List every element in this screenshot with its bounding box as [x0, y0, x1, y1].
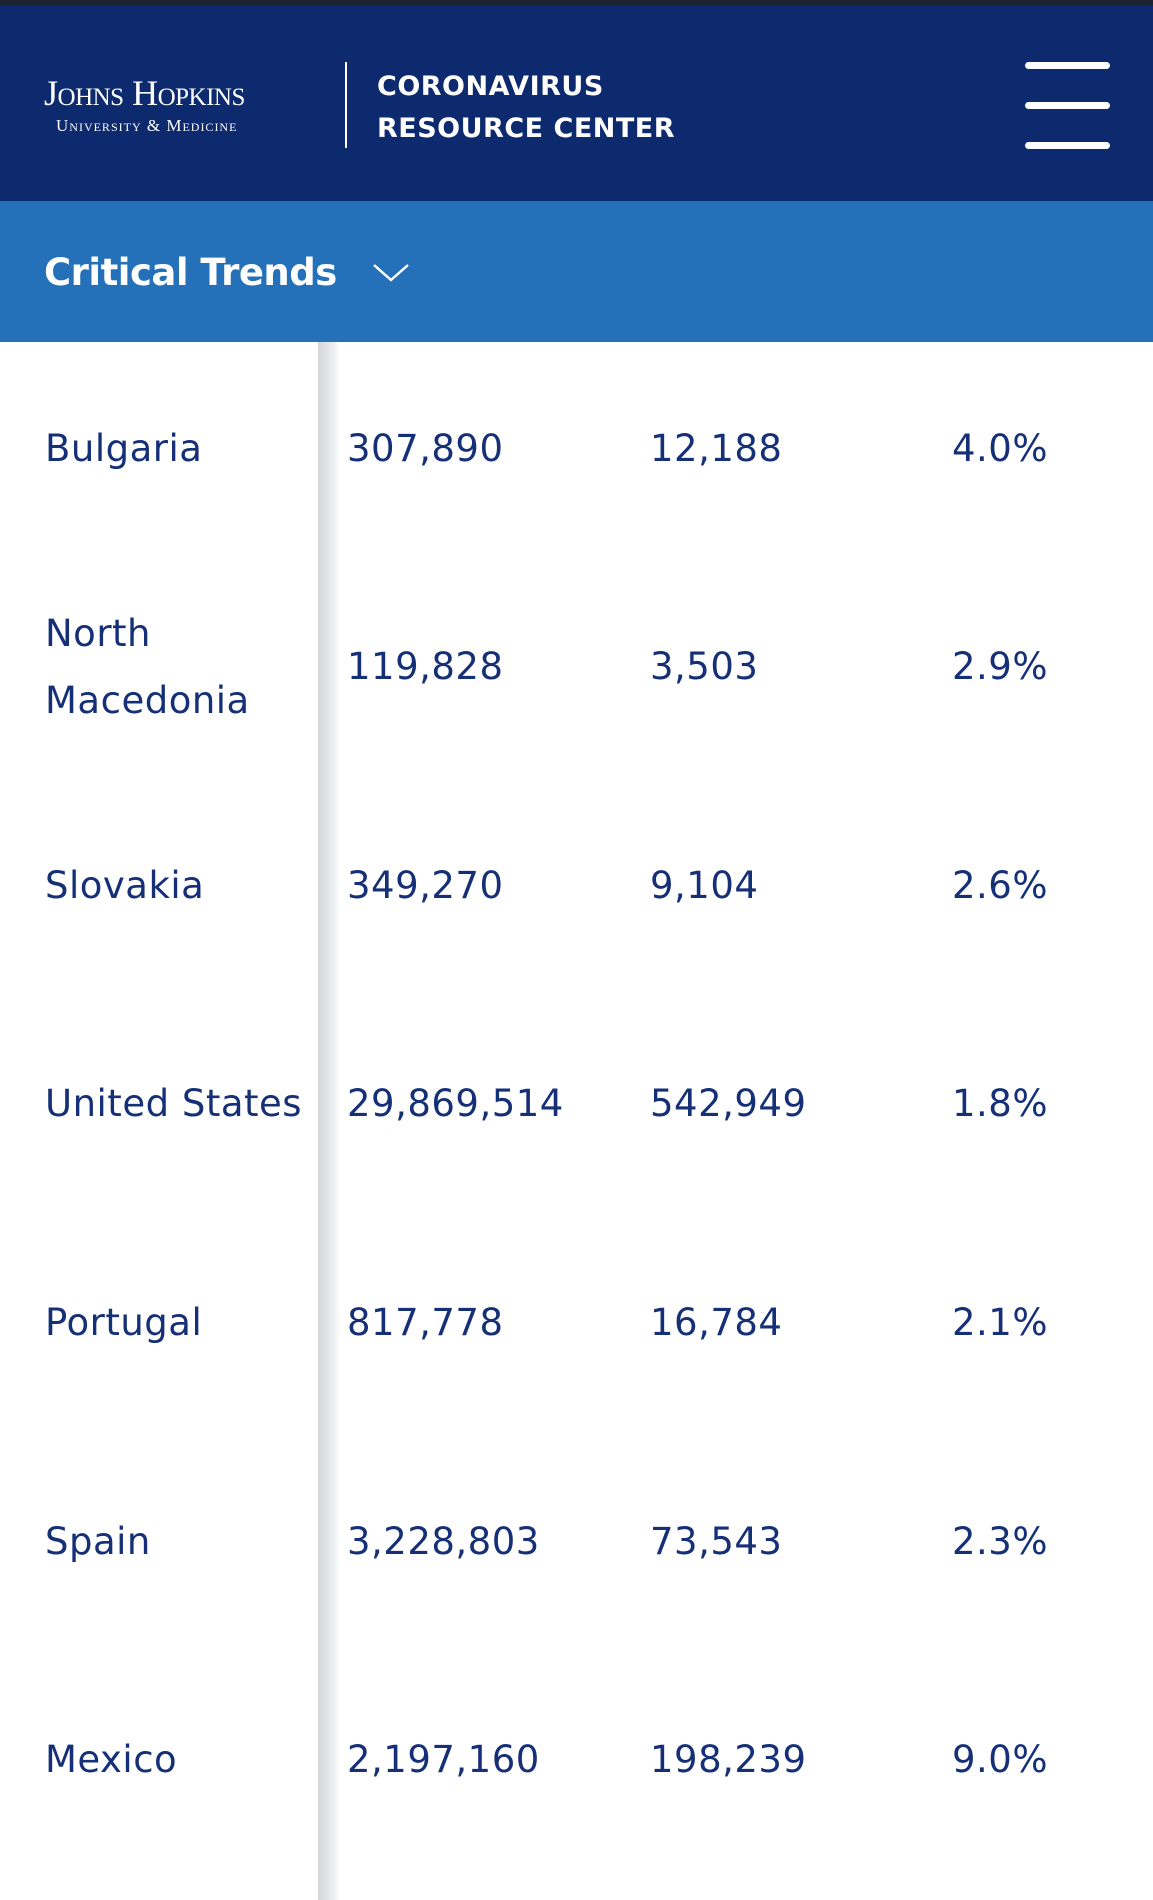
table-row: Portugal 817,778 16,784 2.1%	[0, 1213, 1153, 1431]
deaths: 3,503	[650, 645, 759, 689]
column-shadow	[318, 342, 340, 1900]
table-row: North Macedonia 119,828 3,503 2.9%	[0, 558, 1153, 776]
deaths: 9,104	[650, 863, 759, 907]
section-dropdown[interactable]: Critical Trends	[44, 245, 411, 299]
section-label: Critical Trends	[44, 250, 337, 294]
fatality-rate: 2.1%	[952, 1300, 1048, 1344]
deaths: 16,784	[650, 1300, 783, 1344]
table-row: Spain 3,228,803 73,543 2.3%	[0, 1432, 1153, 1650]
cases: 307,890	[347, 426, 504, 470]
fatality-rate: 2.6%	[952, 863, 1048, 907]
section-nav: Critical Trends	[0, 201, 1153, 342]
fatality-rate: 2.3%	[952, 1519, 1048, 1563]
country: Mexico	[45, 1738, 178, 1782]
menu-button[interactable]	[1025, 62, 1110, 152]
deaths: 12,188	[650, 426, 783, 470]
status-strip	[0, 0, 1153, 6]
cases: 2,197,160	[347, 1738, 540, 1782]
cases: 817,778	[347, 1300, 504, 1344]
country: Portugal	[45, 1300, 203, 1344]
deaths: 542,949	[650, 1082, 807, 1126]
fatality-rate: 9.0%	[952, 1738, 1048, 1782]
country: Bulgaria	[45, 426, 203, 470]
deaths: 73,543	[650, 1519, 783, 1563]
fatality-rate: 4.0%	[952, 426, 1048, 470]
table-row: Bulgaria 307,890 12,188 4.0%	[0, 339, 1153, 557]
cases: 3,228,803	[347, 1519, 540, 1563]
cases: 119,828	[347, 645, 504, 689]
country: United States	[45, 1082, 303, 1126]
site-title: CORONAVIRUS	[377, 71, 604, 102]
table-row: Mexico 2,197,160 198,239 9.0%	[0, 1651, 1153, 1869]
fatality-rate: 2.9%	[952, 645, 1048, 689]
table-row: United States 29,869,514 542,949 1.8%	[0, 995, 1153, 1213]
country: Slovakia	[45, 863, 205, 907]
cases: 29,869,514	[347, 1082, 564, 1126]
country: North Macedonia	[45, 611, 250, 722]
site-header: Johns Hopkins University & Medicine CORO…	[0, 6, 1153, 201]
site-title: RESOURCE CENTER	[377, 113, 676, 144]
country: Spain	[45, 1519, 151, 1563]
fatality-rate: 1.8%	[952, 1082, 1048, 1126]
logo-sub: University & Medicine	[56, 116, 238, 135]
logo-divider	[345, 62, 347, 148]
chevron-icon	[372, 264, 409, 282]
logo-main: Johns Hopkins	[44, 73, 245, 113]
deaths: 198,239	[650, 1738, 807, 1782]
cases: 349,270	[347, 863, 504, 907]
table-row: Slovakia 349,270 9,104 2.6%	[0, 776, 1153, 994]
